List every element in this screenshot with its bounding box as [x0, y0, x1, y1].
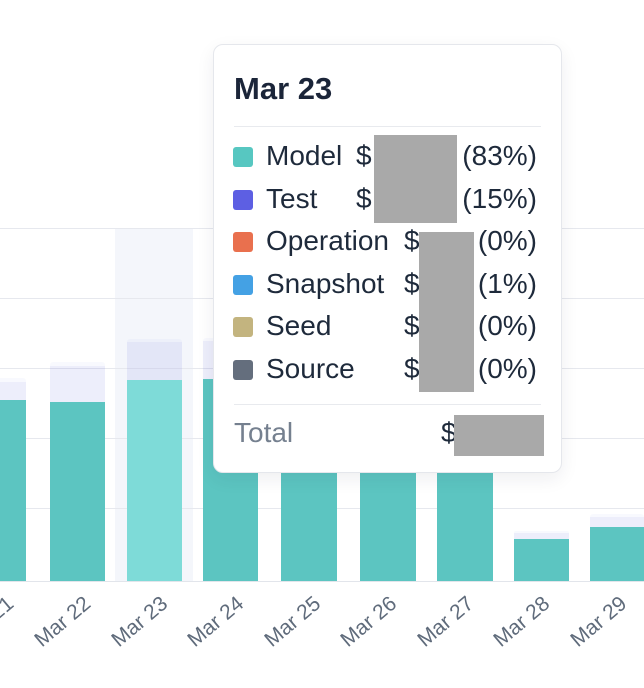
series-label: Source: [266, 353, 355, 384]
series-swatch: [233, 317, 253, 338]
bar-cap-mar-22[interactable]: [50, 366, 105, 402]
series-label: Test: [266, 182, 318, 214]
tooltip-row-operation: Operation $ (0%): [214, 222, 561, 264]
bar-cap-mar-28[interactable]: [514, 533, 569, 539]
series-percent: (83%): [462, 140, 537, 171]
x-axis-label-mar-27: Mar 27: [412, 592, 478, 652]
bar-top-sliver-mar-21[interactable]: [0, 378, 26, 382]
x-axis-label-mar-26: Mar 26: [335, 592, 401, 652]
x-axis-label-mar-23: Mar 23: [106, 592, 172, 652]
tooltip-row-source: Source $ (0%): [214, 350, 561, 392]
bar-top-sliver-mar-22[interactable]: [50, 362, 105, 366]
redaction-box: [419, 232, 474, 392]
bar-top-sliver-mar-28[interactable]: [514, 531, 569, 533]
series-percent: (0%): [477, 310, 537, 342]
x-axis-label-mar-21: Mar 21: [0, 592, 18, 652]
x-axis-label-mar-28: Mar 28: [488, 592, 554, 652]
series-swatch: [233, 189, 253, 210]
bar-top-sliver-mar-23[interactable]: [127, 339, 182, 342]
currency-sign: $: [404, 225, 420, 257]
bar-mar-22[interactable]: [50, 402, 105, 581]
series-label: Model: [266, 140, 343, 171]
x-axis-label-mar-24: Mar 24: [182, 592, 248, 652]
currency-sign: $: [441, 417, 457, 448]
bar-cap-mar-21[interactable]: [0, 382, 26, 400]
tooltip-total-row: Total $: [214, 414, 561, 456]
tooltip-row-test: Test $ (15%): [214, 180, 561, 222]
currency-sign: $: [404, 310, 420, 342]
chart-tooltip: Mar 23 Model $ (83%) Test $ (15%) Operation $ (0…: [213, 44, 562, 473]
redaction-box: [374, 135, 457, 223]
series-label: Seed: [266, 310, 332, 342]
x-axis-label-mar-22: Mar 22: [29, 592, 95, 652]
series-swatch: [233, 274, 253, 295]
tooltip-row-seed: Seed $ (0%): [214, 307, 561, 349]
bar-cap-mar-29[interactable]: [590, 517, 644, 527]
bar-mar-21[interactable]: [0, 400, 26, 581]
series-percent: (0%): [477, 225, 537, 257]
redaction-box: [454, 415, 544, 456]
x-axis-label-mar-29: Mar 29: [565, 592, 631, 652]
tooltip-title: Mar 23: [234, 71, 333, 106]
series-percent: (1%): [477, 267, 537, 299]
x-axis-label-mar-25: Mar 25: [259, 592, 325, 652]
bar-top-sliver-mar-29[interactable]: [590, 514, 644, 517]
tooltip-row-model: Model $ (83%): [214, 137, 561, 179]
bar-cap-mar-23[interactable]: [127, 342, 182, 380]
tooltip-divider: [234, 126, 541, 127]
bar-mar-29[interactable]: [590, 527, 644, 581]
bar-mar-23[interactable]: [127, 380, 182, 581]
currency-sign: $: [356, 140, 372, 171]
currency-sign: $: [356, 182, 372, 214]
series-label: Operation: [266, 225, 389, 257]
bar-mar-28[interactable]: [514, 539, 569, 581]
total-label: Total: [234, 417, 294, 448]
series-swatch: [233, 147, 253, 167]
series-label: Snapshot: [266, 267, 385, 299]
currency-sign: $: [404, 353, 420, 384]
series-swatch: [233, 360, 253, 380]
series-percent: (0%): [477, 353, 537, 384]
series-swatch: [233, 232, 253, 253]
tooltip-row-snapshot: Snapshot $ (1%): [214, 265, 561, 307]
tooltip-divider: [234, 404, 541, 405]
currency-sign: $: [404, 267, 420, 299]
series-percent: (15%): [462, 182, 537, 214]
x-axis-line: [0, 581, 644, 582]
